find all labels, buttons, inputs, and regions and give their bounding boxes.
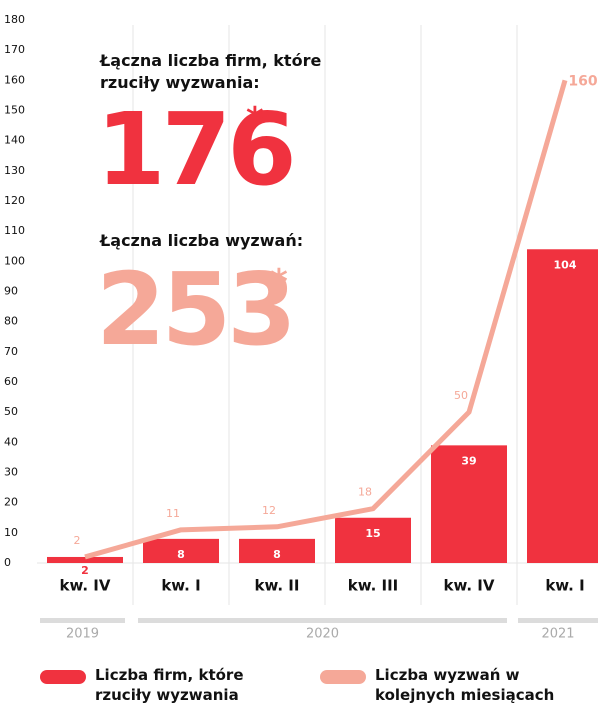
legend-swatch [320, 670, 366, 684]
line-value-label: 11 [166, 507, 180, 520]
y-tick-label: 180 [4, 13, 25, 26]
line-value-label: 2 [74, 534, 81, 547]
y-tick-label: 60 [4, 375, 18, 388]
y-tick-label: 80 [4, 315, 18, 328]
year-label: 2020 [306, 627, 339, 642]
year-label: 2019 [66, 627, 99, 642]
line [84, 79, 568, 560]
y-tick-label: 130 [4, 164, 25, 177]
y-tick-label: 90 [4, 285, 18, 298]
big-number: 176 [96, 91, 297, 208]
x-tick-label: kw. I [545, 577, 584, 595]
year-bar [138, 618, 507, 623]
y-tick-label: 110 [4, 224, 25, 237]
bar-value-label: 104 [554, 258, 577, 271]
bar [431, 445, 507, 563]
year-bar [40, 618, 125, 623]
y-tick-label: 0 [4, 556, 11, 569]
y-tick-label: 40 [4, 435, 18, 448]
line-value-label: 12 [262, 504, 276, 517]
bar [239, 538, 315, 563]
year-label: 2021 [541, 627, 574, 642]
y-tick-label: 160 [4, 73, 25, 86]
bar-value-label: 15 [365, 527, 380, 540]
x-tick-label: kw. IV [444, 577, 495, 595]
y-tick-label: 140 [4, 134, 25, 147]
y-tick-label: 70 [4, 345, 18, 358]
x-tick-label: kw. II [255, 577, 300, 595]
bar [335, 517, 411, 563]
bar-value-label: 8 [177, 548, 185, 561]
y-tick-label: 30 [4, 466, 18, 479]
bar-value-label: 2 [81, 564, 89, 577]
y-tick-label: 170 [4, 43, 25, 56]
y-tick-label: 10 [4, 526, 18, 539]
x-tick-label: kw. III [348, 577, 399, 595]
bar [143, 538, 219, 563]
legend-swatch [40, 670, 86, 684]
x-tick-label: kw. IV [60, 577, 111, 595]
headline: Łączna liczba wyzwań: [100, 231, 304, 250]
y-tick-label: 20 [4, 496, 18, 509]
asterisk: * [246, 100, 264, 140]
line-value-label: 18 [358, 486, 372, 499]
y-tick-label: 120 [4, 194, 25, 207]
y-tick-label: 100 [4, 254, 25, 267]
bar [527, 249, 598, 563]
x-tick-label: kw. I [161, 577, 200, 595]
bar [47, 556, 123, 563]
big-number: 253 [96, 251, 297, 368]
line-value-label: 50 [454, 389, 468, 402]
y-tick-label: 50 [4, 405, 18, 418]
headline: Łączna liczba firm, które rzuciły wyzwan… [100, 51, 322, 92]
bar-value-label: 8 [273, 548, 281, 561]
year-bar [518, 618, 598, 623]
bar-value-label: 39 [461, 454, 476, 467]
y-tick-label: 150 [4, 104, 25, 117]
legend-label: Liczba firm, które rzuciły wyzwania [95, 666, 244, 704]
legend-label: Liczba wyzwań w kolejnych miesiącach [375, 666, 555, 704]
line-value-label: 160 [568, 73, 597, 89]
asterisk: * [270, 262, 288, 302]
